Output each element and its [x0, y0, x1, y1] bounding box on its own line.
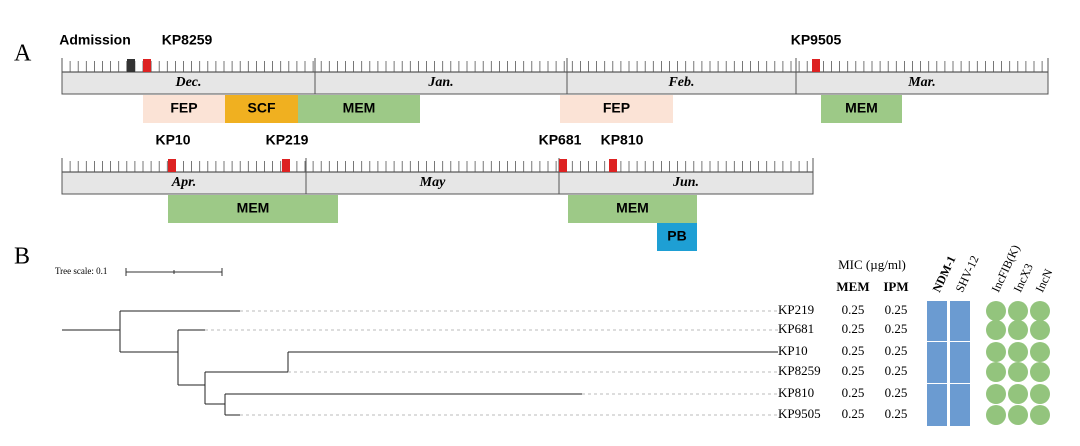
- plasmid-present: [1030, 342, 1050, 362]
- plasmid-present: [1030, 301, 1050, 321]
- isolate-label: KP219: [266, 132, 309, 148]
- plasmid-present: [986, 301, 1006, 321]
- month-label: Jan.: [427, 75, 453, 90]
- gene-present: [950, 405, 970, 426]
- plasmid-present: [1008, 342, 1028, 362]
- plasmid-present: [1008, 362, 1028, 382]
- isolate-label: KP9505: [791, 32, 842, 48]
- isolate-label: KP810: [601, 132, 644, 148]
- treatment-label: MEM: [343, 100, 376, 116]
- plasmid-present: [986, 362, 1006, 382]
- treatment-label: MEM: [237, 200, 270, 216]
- treatment-bar: [225, 95, 298, 123]
- gene-present: [927, 384, 947, 405]
- isolate-name: KP10: [778, 343, 808, 358]
- treatment-bar: [168, 195, 338, 223]
- plasmid-present: [1030, 362, 1050, 382]
- month-label: Dec.: [174, 75, 201, 90]
- treatment-bar: [821, 95, 902, 123]
- treatment-bar: [143, 95, 225, 123]
- gene-present: [950, 384, 970, 405]
- panel-label: B: [14, 244, 30, 270]
- timeline-band: [61, 71, 1049, 95]
- plasmid-present: [1030, 384, 1050, 404]
- gene-present: [927, 320, 947, 341]
- treatment-bar: [568, 195, 697, 223]
- isolate-name: KP681: [778, 321, 814, 336]
- isolation-marker: [559, 159, 567, 172]
- mic-value: 0.25: [842, 406, 865, 421]
- isolate-name: KP219: [778, 302, 814, 317]
- mic-value: 0.25: [842, 385, 865, 400]
- mic-header: IPM: [883, 279, 908, 294]
- month-label: Apr.: [171, 175, 197, 190]
- isolate-name: KP9505: [778, 406, 821, 421]
- isolation-marker: [168, 159, 176, 172]
- scale-bar: [125, 268, 223, 276]
- mic-value: 0.25: [842, 343, 865, 358]
- treatment-bar: [657, 223, 697, 251]
- gene-present: [950, 362, 970, 383]
- mic-value: 0.25: [885, 363, 908, 378]
- treatment-label: MEM: [845, 100, 878, 116]
- plasmid-present: [1008, 320, 1028, 340]
- treatment-label: PB: [667, 228, 686, 244]
- plasmid-present: [986, 405, 1006, 425]
- isolation-marker: [812, 59, 820, 72]
- mic-value: 0.25: [842, 363, 865, 378]
- plasmid-present: [1030, 405, 1050, 425]
- mic-value: 0.25: [885, 385, 908, 400]
- gene-present: [927, 362, 947, 383]
- gene-present: [950, 301, 970, 322]
- isolation-marker: [143, 59, 151, 72]
- isolate-label: KP10: [155, 132, 190, 148]
- isolate-name: KP810: [778, 385, 814, 400]
- plasmid-present: [986, 342, 1006, 362]
- plasmid-present: [1008, 384, 1028, 404]
- isolation-marker: [609, 159, 617, 172]
- isolation-marker: [282, 159, 290, 172]
- tree-branch: [205, 351, 778, 416]
- gene-present: [950, 320, 970, 341]
- treatment-label: FEP: [170, 100, 197, 116]
- isolate-label: Admission: [59, 32, 131, 48]
- panel-label: A: [14, 41, 32, 67]
- month-label: Feb.: [667, 75, 694, 90]
- tree: [62, 310, 240, 415]
- month-label: Jun.: [672, 175, 699, 190]
- month-label: May: [419, 175, 446, 190]
- isolate-label: KP681: [539, 132, 582, 148]
- month-label: Mar.: [907, 75, 936, 90]
- treatment-label: FEP: [603, 100, 630, 116]
- mic-value: 0.25: [885, 343, 908, 358]
- isolate-name: KP8259: [778, 363, 821, 378]
- mic-header: MEM: [836, 279, 869, 294]
- mic-title: MIC (µg/ml): [838, 257, 906, 272]
- isolation-marker: [127, 59, 135, 72]
- mic-value: 0.25: [885, 302, 908, 317]
- gene-header: IncN: [1033, 266, 1056, 294]
- treatment-label: SCF: [248, 100, 276, 116]
- gene-present: [950, 342, 970, 363]
- treatment-bar: [560, 95, 673, 123]
- treatment-label: MEM: [616, 200, 649, 216]
- gene-present: [927, 342, 947, 363]
- mic-value: 0.25: [842, 302, 865, 317]
- plasmid-present: [1008, 301, 1028, 321]
- mic-value: 0.25: [842, 321, 865, 336]
- mic-value: 0.25: [885, 321, 908, 336]
- gene-present: [927, 301, 947, 322]
- plasmid-present: [1030, 320, 1050, 340]
- isolate-label: KP8259: [162, 32, 213, 48]
- plasmid-present: [986, 320, 1006, 340]
- gene-present: [927, 405, 947, 426]
- tree-scale: Tree scale: 0.1: [55, 266, 107, 276]
- tree-dash: [205, 310, 778, 416]
- plasmid-present: [986, 384, 1006, 404]
- plasmid-present: [1008, 405, 1028, 425]
- treatment-bar: [298, 95, 420, 123]
- mic-value: 0.25: [885, 406, 908, 421]
